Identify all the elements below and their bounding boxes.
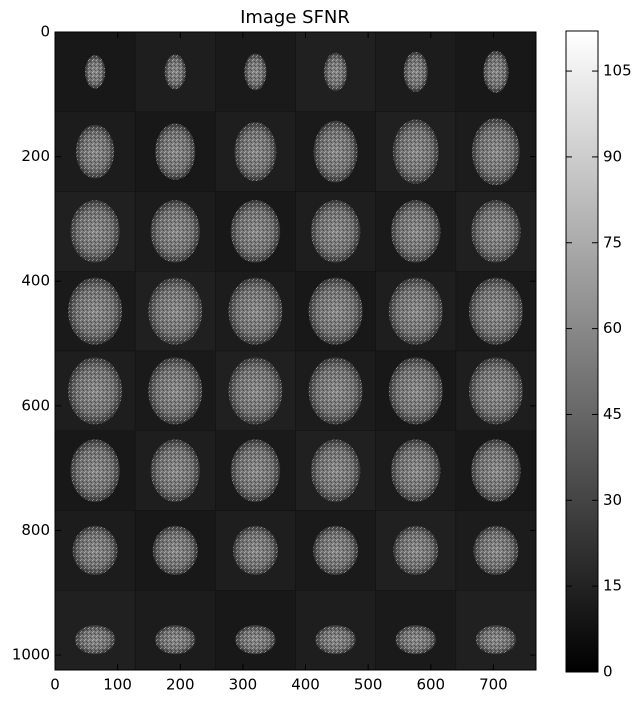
slice-texture <box>471 439 521 502</box>
slice-texture <box>313 120 358 183</box>
y-tick-label: 400 <box>21 272 50 290</box>
slice-texture <box>393 525 439 575</box>
slice-texture <box>483 50 509 93</box>
colorbar-tick-label: 0 <box>603 663 613 681</box>
image <box>54 31 537 671</box>
slice-texture <box>150 439 200 502</box>
colorbar-tick-label: 90 <box>603 147 622 165</box>
colorbar-tick-label: 105 <box>603 62 632 80</box>
slice-texture <box>70 439 120 502</box>
slice-texture <box>152 525 198 575</box>
x-tick-label: 0 <box>50 676 60 694</box>
slice-texture <box>468 277 523 345</box>
slice-texture <box>471 200 521 263</box>
slice-texture <box>244 53 267 91</box>
slice-texture <box>391 200 441 263</box>
slice-texture <box>310 200 361 263</box>
x-tick-label: 600 <box>416 676 445 694</box>
slice-texture <box>391 439 441 502</box>
slice-texture <box>313 525 359 575</box>
slice-texture <box>76 124 115 179</box>
slice-texture <box>473 525 519 575</box>
y-tick-label: 800 <box>21 521 50 539</box>
chart-title: Image SFNR <box>240 7 350 28</box>
x-tick-label: 400 <box>291 676 320 694</box>
y-tick-label: 0 <box>40 23 50 41</box>
slice-texture <box>228 277 283 345</box>
x-tick-label: 500 <box>354 676 383 694</box>
y-tick-label: 1000 <box>12 646 50 664</box>
slice-texture <box>155 625 196 655</box>
slice-texture <box>388 277 443 345</box>
slice-texture <box>148 357 203 425</box>
x-tick-label: 200 <box>166 676 195 694</box>
slice-texture <box>84 55 106 89</box>
slice-texture <box>388 357 443 425</box>
slice-texture <box>230 439 281 502</box>
slice-texture <box>68 277 123 345</box>
slice-texture <box>315 625 356 655</box>
slice-texture <box>70 200 120 263</box>
colorbar-tick-label: 60 <box>603 319 622 337</box>
slice-texture <box>155 123 196 180</box>
slice-texture <box>234 122 277 182</box>
slice-texture <box>468 357 523 425</box>
slice-texture <box>150 200 200 263</box>
axes-frame <box>54 31 537 671</box>
y-tick-label: 600 <box>21 396 50 414</box>
colorbar-tick-label: 30 <box>603 491 622 509</box>
slice-texture <box>235 625 276 655</box>
colorbar-tick-label: 75 <box>603 233 622 251</box>
slice-texture <box>232 525 278 575</box>
slice-texture <box>403 51 428 92</box>
slice-texture <box>148 277 203 345</box>
colorbar <box>565 30 599 673</box>
slice-texture <box>475 625 517 655</box>
slice-texture <box>323 52 348 92</box>
slice-texture <box>230 200 281 263</box>
slice-texture <box>392 119 439 184</box>
slice-texture <box>308 357 363 425</box>
y-tick-label: 200 <box>21 147 50 165</box>
x-tick-label: 100 <box>103 676 132 694</box>
colorbar-tick-label: 15 <box>603 577 622 595</box>
slice-texture <box>228 357 283 425</box>
x-tick-label: 700 <box>479 676 508 694</box>
slice-texture <box>164 54 186 90</box>
slice-texture <box>310 439 361 502</box>
slice-texture <box>72 525 118 575</box>
slice-texture <box>472 118 520 186</box>
x-tick-label: 300 <box>229 676 258 694</box>
colorbar-tick-label: 45 <box>603 405 622 423</box>
slice-texture <box>68 357 123 425</box>
slice-texture <box>74 625 116 655</box>
slice-texture <box>395 625 436 655</box>
slice-texture <box>308 277 363 345</box>
